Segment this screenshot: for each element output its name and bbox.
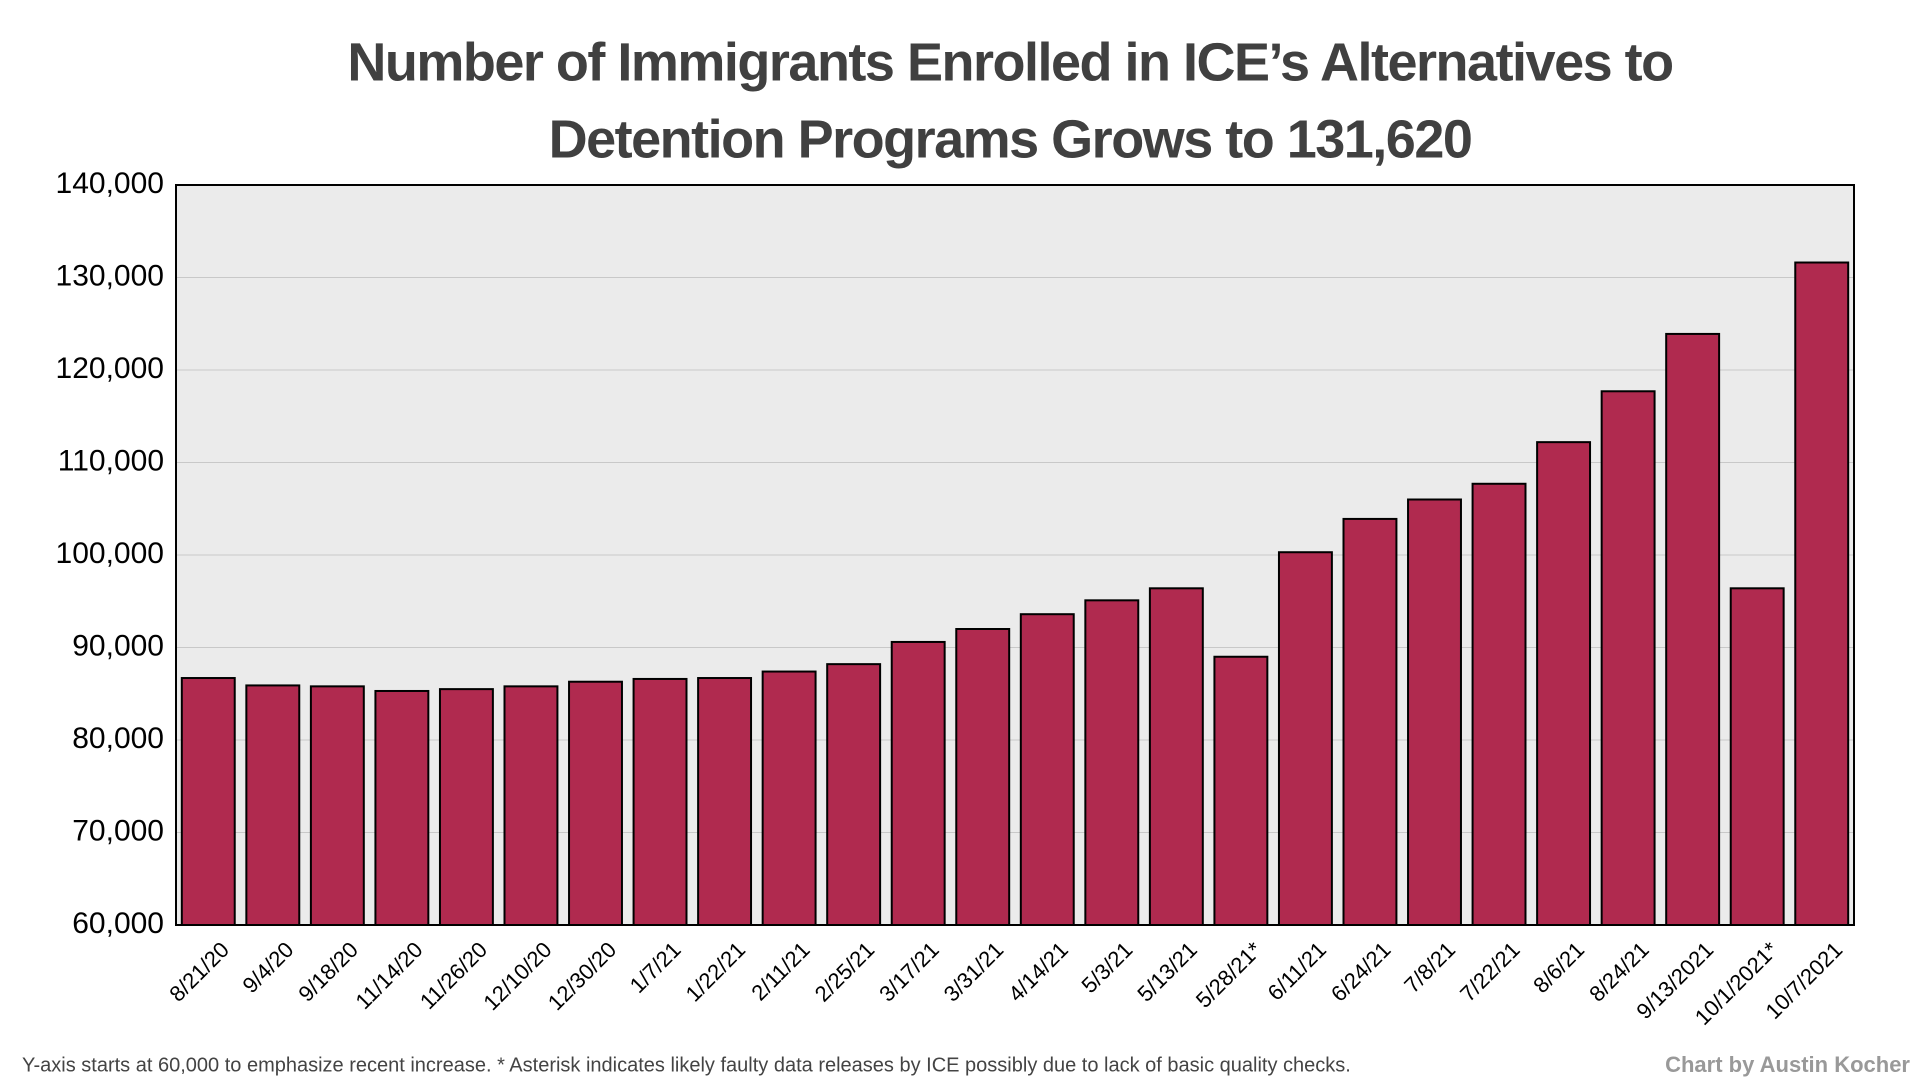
x-tick-label: 12/30/20 [543, 937, 621, 1015]
x-tick-label: 3/31/21 [939, 937, 1009, 1007]
bar [826, 663, 882, 927]
y-tick-label: 130,000 [56, 259, 164, 292]
bar [1665, 332, 1721, 926]
x-tick-label: 7/22/21 [1455, 937, 1525, 1007]
x-tick-label: 8/21/20 [164, 937, 234, 1007]
x-tick-label: 12/10/20 [478, 937, 556, 1015]
y-tick-label: 140,000 [56, 167, 164, 200]
bar [632, 677, 688, 927]
bar [503, 685, 559, 926]
bar [568, 680, 623, 926]
y-tick-label: 120,000 [56, 352, 164, 385]
x-tick-label: 11/26/20 [415, 937, 492, 1014]
y-tick-label: 80,000 [72, 722, 164, 755]
bar [1729, 587, 1785, 926]
x-tick-label: 1/7/21 [625, 937, 686, 998]
x-tick-label: 8/6/21 [1528, 937, 1589, 998]
chart-title: Detention Programs Grows to 131,620 [549, 109, 1472, 169]
y-tick-label: 60,000 [72, 907, 164, 940]
x-tick-label: 3/17/21 [874, 937, 944, 1007]
bar [890, 640, 946, 926]
footnote: Y-axis starts at 60,000 to emphasize rec… [22, 1054, 1351, 1076]
x-tick-label: 9/4/20 [238, 937, 299, 998]
bar [1084, 599, 1140, 926]
bar [1019, 613, 1075, 926]
x-tick-label: 5/28/21* [1191, 937, 1267, 1013]
x-tick-label: 5/3/21 [1077, 937, 1138, 998]
bar [1342, 517, 1398, 926]
bar [1536, 441, 1592, 926]
x-tick-label: 4/14/21 [1003, 937, 1073, 1007]
bar [955, 628, 1011, 926]
bar [761, 670, 817, 926]
bar [374, 689, 430, 926]
bar [438, 688, 494, 926]
bar [245, 684, 301, 926]
bar [1471, 482, 1527, 926]
x-tick-label: 6/11/21 [1263, 937, 1331, 1005]
chart-title: Number of Immigrants Enrolled in ICE’s A… [347, 32, 1672, 92]
bar [1407, 498, 1462, 926]
x-tick-label: 2/25/21 [810, 937, 880, 1007]
y-tick-label: 90,000 [72, 629, 164, 662]
bar [309, 685, 365, 926]
bar [697, 677, 753, 927]
bar [180, 677, 236, 927]
x-tick-label: 11/14/20 [350, 937, 427, 1014]
y-tick-label: 100,000 [56, 537, 164, 570]
plot-border [175, 184, 1855, 926]
credit: Chart by Austin Kocher [1665, 1052, 1910, 1077]
bar [1277, 551, 1333, 926]
bar [1794, 261, 1850, 926]
y-tick-label: 70,000 [72, 814, 164, 847]
y-tick-label: 110,000 [58, 444, 164, 477]
x-tick-label: 6/24/21 [1326, 937, 1396, 1007]
bar [1213, 655, 1269, 926]
bar [1148, 587, 1204, 926]
x-tick-label: 7/8/21 [1399, 937, 1460, 998]
bar [1600, 390, 1656, 926]
x-tick-label: 2/11/21 [746, 937, 814, 1005]
x-tick-label: 1/22/21 [681, 937, 751, 1007]
